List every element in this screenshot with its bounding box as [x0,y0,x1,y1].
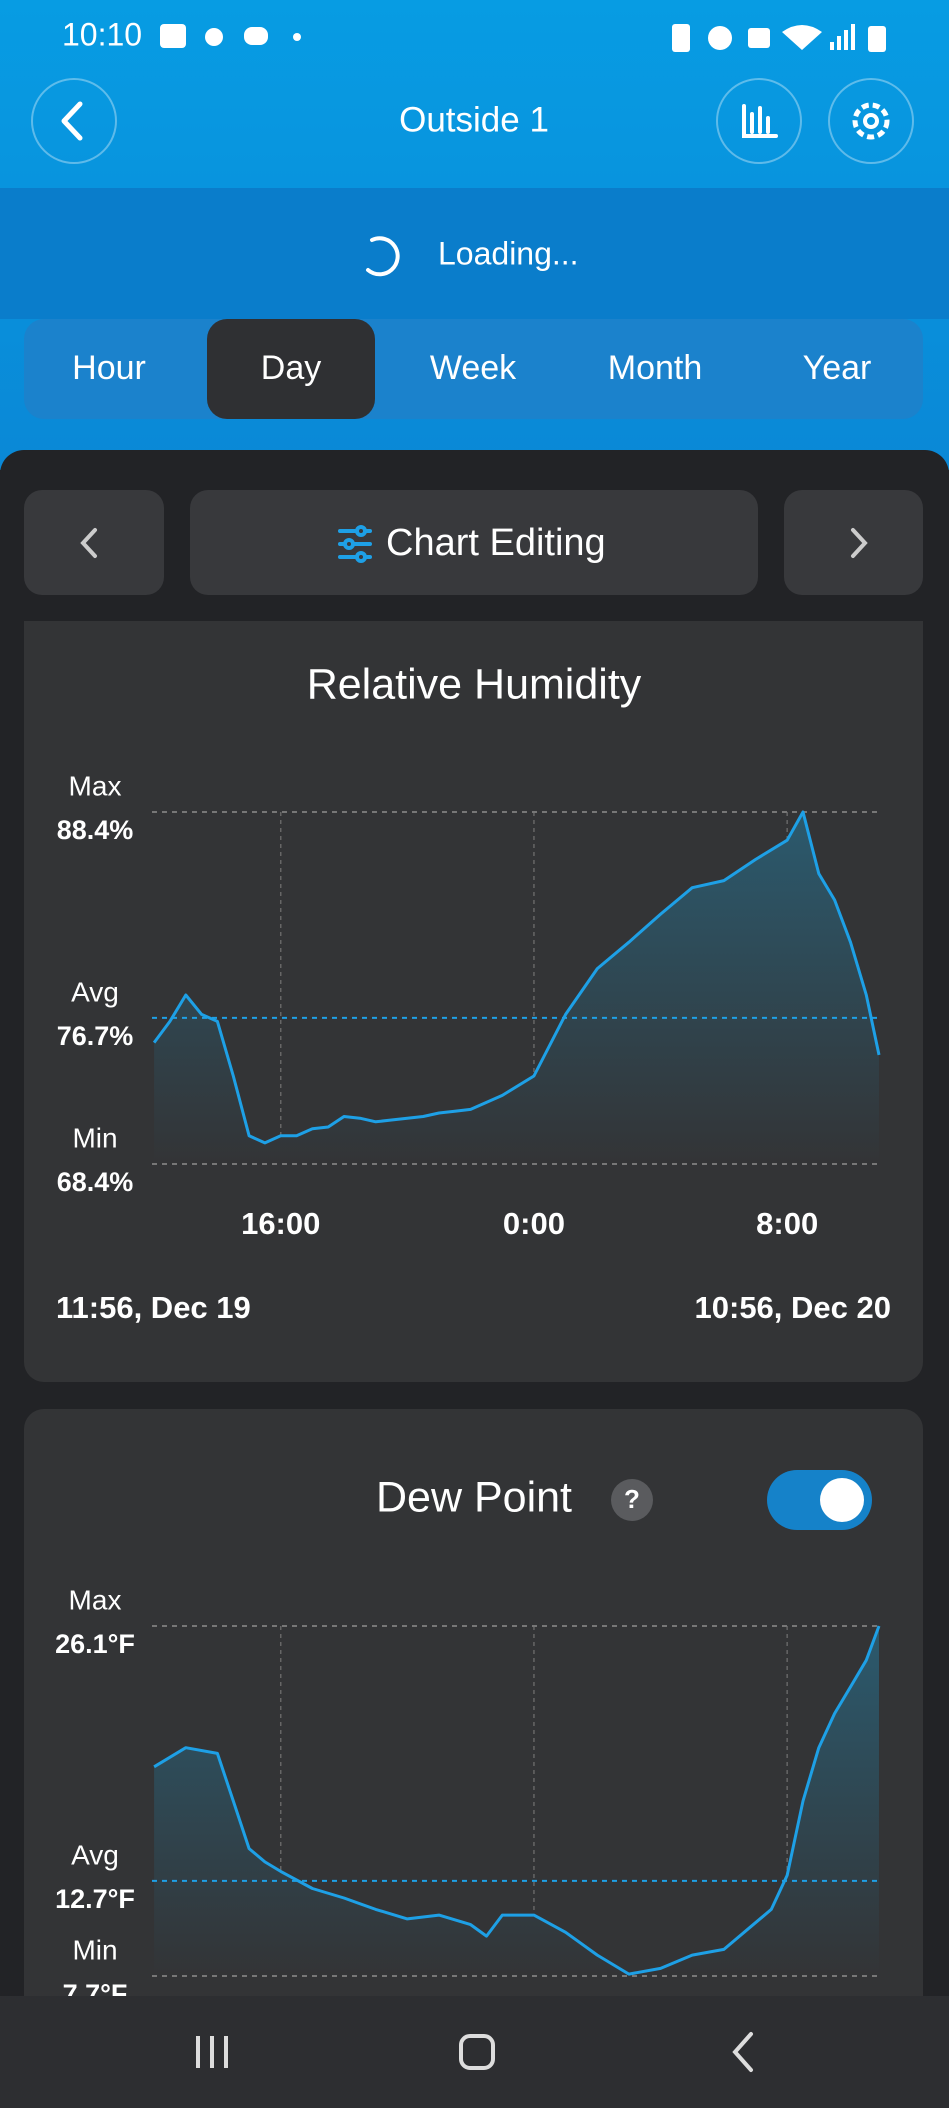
settings-button[interactable] [828,78,914,164]
x-tick-label: 8:00 [756,1206,818,1241]
y-caption: Avg [71,1839,119,1870]
y-tick-label: 88.4% [57,815,134,845]
y-caption: Min [72,1122,117,1153]
help-icon: ? [624,1484,640,1514]
line [152,810,881,1145]
next-icon [851,528,868,558]
chart-title: Dew Point [376,1473,572,1521]
y-tick-label: 68.4% [57,1167,134,1197]
tab[interactable]: Day [261,349,321,387]
chart-editing-button[interactable] [190,490,758,595]
loading-band [0,188,949,319]
status-time: 10:10 [62,16,142,52]
prev-icon [80,528,97,558]
status-icons [160,24,886,52]
tab[interactable]: Week [430,349,517,387]
y-caption: Max [69,1584,122,1615]
tab[interactable]: Month [608,349,703,387]
sliders-icon [338,525,372,563]
x-range-label: 10:56, Dec 20 [695,1290,891,1325]
stats-icon [742,104,778,138]
charts: Relative Humidity 16:00 0:00 8:00 11:56, Dec… [55,660,891,2009]
settings-icon [852,102,890,140]
back-button[interactable] [31,78,117,164]
x-tick-label: 16:00 [241,1206,320,1241]
tab[interactable]: Year [803,349,872,387]
stats-button[interactable] [716,78,802,164]
y-caption: Min [72,1934,117,1965]
nav-bar [0,1996,949,2108]
recents-button[interactable] [196,2036,228,2068]
chart-title: Relative Humidity [307,660,642,708]
help-icon-bg[interactable] [611,1479,653,1521]
area [154,1626,880,1976]
line [153,1625,881,1976]
y-tick-label: 76.7% [57,1021,134,1051]
y-tick-label: 12.7°F [55,1884,135,1914]
prev-button[interactable] [24,490,164,595]
chart-editing-label: Chart Editing [386,522,606,564]
tab-selected-bg [207,319,375,419]
home-button[interactable] [459,2034,495,2070]
x-range-label: 11:56, Dec 19 [56,1290,251,1325]
area [154,812,880,1164]
x-tick-label: 0:00 [503,1206,565,1241]
toggle-knob [820,1478,864,1522]
back-icon [61,101,83,141]
y-caption: Max [69,770,122,801]
humidity-card [24,621,923,1382]
tab[interactable]: Hour [72,349,146,387]
settings-icon-center [863,113,879,129]
nav-back-button[interactable] [732,2032,753,2072]
y-caption: Avg [71,976,119,1007]
loading-icon [366,236,400,277]
next-button[interactable] [784,490,923,595]
loading-text: Loading... [438,235,579,271]
header-title: Outside 1 [399,100,549,139]
y-tick-label: 26.1°F [55,1629,135,1659]
